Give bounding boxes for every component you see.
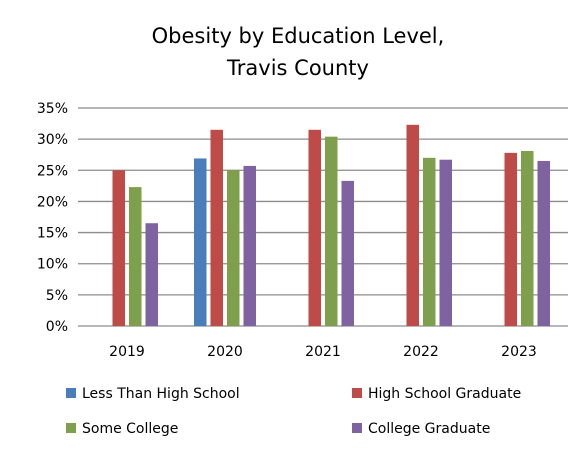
x-tick-label: 2022 bbox=[403, 344, 439, 360]
bar-2021-series-3 bbox=[341, 180, 354, 326]
y-tick-label: 35% bbox=[37, 101, 68, 117]
x-axis-tick-labels: 2019 2020 2021 2022 2023 bbox=[109, 344, 537, 360]
legend-swatch bbox=[66, 388, 76, 398]
x-tick-label: 2021 bbox=[305, 344, 341, 360]
chart-title-line-1: Obesity by Education Level, bbox=[152, 24, 445, 48]
x-tick-label: 2020 bbox=[207, 344, 243, 360]
bar-2019-series-3 bbox=[145, 223, 158, 326]
legend-swatch bbox=[352, 388, 362, 398]
bar-2023-series-3 bbox=[537, 160, 550, 326]
y-tick-label: 15% bbox=[37, 226, 68, 242]
legend-label: College Graduate bbox=[368, 421, 490, 437]
bar-2021-series-1 bbox=[308, 129, 321, 326]
bar-2020-series-0 bbox=[194, 158, 207, 326]
legend-swatch bbox=[352, 423, 362, 433]
bar-2020-series-1 bbox=[210, 129, 223, 326]
bar-2019-series-2 bbox=[129, 187, 142, 326]
bar-2019-series-1 bbox=[112, 170, 125, 326]
y-tick-label: 20% bbox=[37, 194, 68, 210]
bar-2023-series-2 bbox=[521, 150, 534, 326]
chart-title-line-2: Travis County bbox=[226, 56, 369, 80]
bar-2020-series-3 bbox=[243, 165, 256, 326]
x-tick-label: 2019 bbox=[109, 344, 145, 360]
legend: Less Than High School High School Graduat… bbox=[66, 386, 521, 437]
bar-2021-series-2 bbox=[325, 136, 338, 326]
bars bbox=[112, 124, 550, 327]
gridlines bbox=[78, 107, 568, 327]
y-tick-label: 5% bbox=[46, 288, 68, 304]
y-tick-label: 0% bbox=[46, 319, 68, 335]
y-tick-label: 25% bbox=[37, 163, 68, 179]
y-tick-label: 30% bbox=[37, 132, 68, 148]
y-axis-tick-labels: 0% 5% 10% 15% 20% 25% 30% 35% bbox=[37, 101, 68, 335]
bar-2020-series-2 bbox=[227, 170, 240, 326]
legend-label: High School Graduate bbox=[368, 386, 521, 402]
chart-title: Obesity by Education Level, Travis Count… bbox=[152, 24, 445, 80]
bar-2022-series-3 bbox=[439, 159, 452, 326]
bar-2023-series-1 bbox=[504, 152, 517, 326]
bar-2022-series-2 bbox=[423, 157, 436, 326]
legend-label: Some College bbox=[82, 421, 178, 437]
x-tick-label: 2023 bbox=[501, 344, 537, 360]
bar-2022-series-1 bbox=[406, 124, 419, 327]
legend-label: Less Than High School bbox=[82, 386, 240, 402]
legend-swatch bbox=[66, 423, 76, 433]
y-tick-label: 10% bbox=[37, 257, 68, 273]
